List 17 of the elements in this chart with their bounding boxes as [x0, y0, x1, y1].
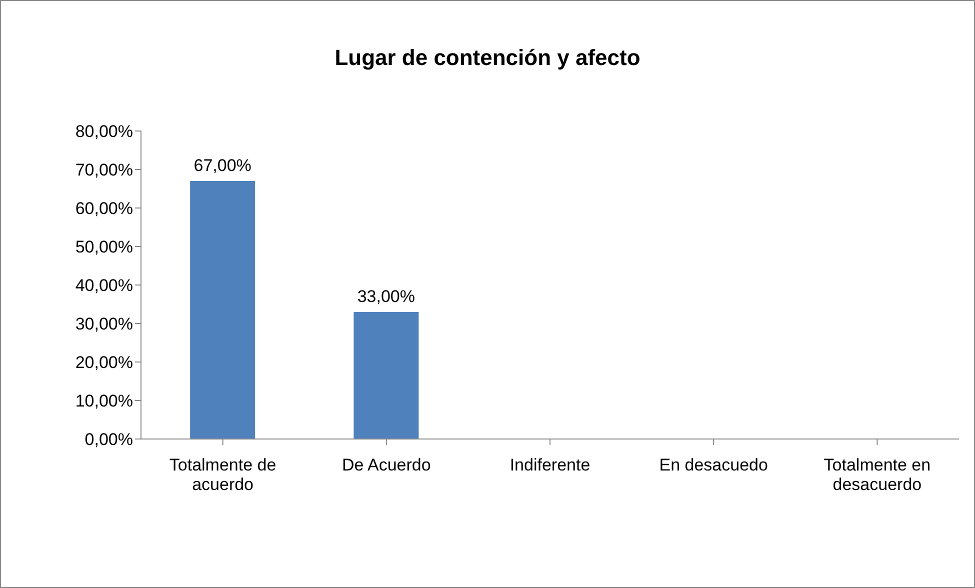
y-tick-label: 20,00% [75, 353, 133, 372]
x-tick-label: Totalmente de acuerdo [169, 455, 276, 494]
y-tick-label: 40,00% [75, 276, 133, 296]
x-tick-label: De Acuerdo [342, 455, 431, 474]
chart-title: Lugar de contención y afecto [334, 45, 642, 71]
y-tick-label: 60,00% [75, 199, 133, 218]
y-tick-label: 70,00% [75, 160, 133, 180]
x-tick-label: En desacuedo [659, 455, 768, 474]
x-tick-label: Indiferente [510, 455, 590, 474]
y-tick-label: 50,00% [75, 238, 133, 257]
y-tick-label: 10,00% [75, 392, 133, 411]
y-tick-label: 0,00% [84, 430, 133, 450]
data-label: 33,00% [357, 286, 416, 306]
data-label: 67,00% [194, 156, 252, 176]
x-tick-label: Totalmente en desacuerdo [824, 455, 931, 494]
y-tick-label: 30,00% [75, 314, 133, 334]
y-tick-label: 80,00% [75, 122, 133, 142]
